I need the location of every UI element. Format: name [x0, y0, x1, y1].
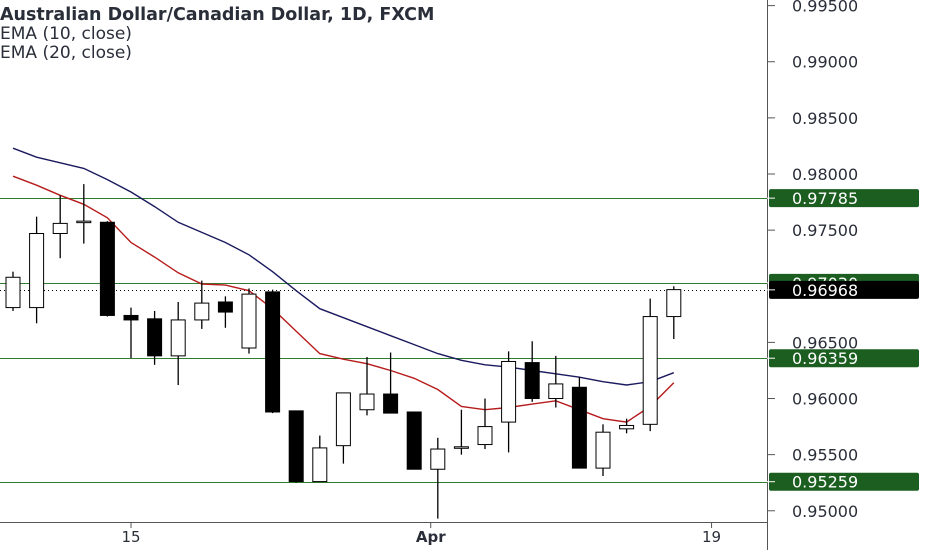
time-tick-label: 19	[702, 528, 721, 546]
candle[interactable]	[453, 409, 469, 455]
candle-body	[359, 393, 375, 411]
price-tick-label: 0.97500	[792, 221, 858, 240]
candle-body	[571, 386, 587, 469]
candle[interactable]	[595, 424, 611, 476]
price-tick-label: 0.99000	[792, 53, 858, 72]
price-tick-label: 0.98000	[792, 165, 858, 184]
current-price-label-text: 0.96968	[792, 281, 858, 300]
chart-legend: Australian Dollar/Canadian Dollar, 1D, F…	[0, 6, 434, 63]
candle[interactable]	[406, 411, 422, 470]
candle-body	[99, 221, 115, 316]
candle-body	[312, 447, 328, 483]
horizontal-levels	[0, 198, 767, 483]
level-price-label[interactable]: 0.96359	[767, 349, 919, 368]
candle[interactable]	[430, 437, 446, 519]
candle[interactable]	[666, 286, 682, 340]
ema-10-line[interactable]	[12, 175, 675, 423]
price-tick-label: 0.95500	[792, 446, 858, 465]
candle[interactable]	[335, 392, 351, 464]
level-price-label-text: 0.97785	[792, 189, 858, 208]
candle-body	[147, 318, 163, 357]
candle[interactable]	[170, 301, 186, 386]
candle[interactable]	[288, 410, 304, 483]
candle-body	[170, 319, 186, 357]
candle[interactable]	[241, 288, 257, 354]
candle-body	[123, 314, 139, 321]
candle-body	[76, 220, 92, 224]
candle-body	[430, 448, 446, 470]
candle-body	[29, 232, 45, 309]
candle[interactable]	[477, 398, 493, 450]
candle-body	[548, 383, 564, 400]
candle[interactable]	[548, 355, 564, 408]
candle[interactable]	[359, 356, 375, 416]
candle-body	[265, 291, 281, 413]
current-price-label[interactable]: 0.96968	[767, 280, 919, 300]
price-tick-label: 0.96000	[792, 390, 858, 409]
candle[interactable]	[501, 351, 517, 453]
candle[interactable]	[524, 341, 540, 402]
level-price-label-text: 0.96359	[792, 349, 858, 368]
current-price-label-bg	[769, 280, 919, 299]
candle[interactable]	[642, 298, 658, 432]
candle-body	[406, 411, 422, 470]
candle-body	[335, 392, 351, 447]
price-tick-label: 0.95000	[792, 502, 858, 521]
price-tick-label: 0.98500	[792, 109, 858, 128]
axes: 0.95000 0.95500 0.96000 0.96500 0.97500 0.980…	[0, 0, 858, 550]
candle-body	[194, 302, 210, 321]
candle-body	[642, 316, 658, 425]
candle-body	[217, 301, 233, 313]
price-tick-label: 0.96500	[792, 333, 858, 352]
ema-lines	[12, 147, 675, 423]
candle[interactable]	[194, 280, 210, 329]
candle[interactable]	[265, 289, 281, 414]
level-price-label[interactable]: 0.97785	[767, 189, 919, 208]
candle-body	[288, 410, 304, 483]
level-price-label-bg	[769, 472, 919, 491]
candle-body	[5, 276, 21, 309]
candle-body	[453, 446, 469, 449]
candle[interactable]	[52, 195, 68, 259]
level-price-label-bg	[769, 349, 919, 368]
ema-10-legend[interactable]: EMA (10, close)	[0, 24, 132, 44]
candle[interactable]	[5, 271, 21, 311]
candle[interactable]	[312, 435, 328, 483]
candles	[5, 184, 682, 519]
time-tick-label: Apr	[416, 528, 446, 546]
candle[interactable]	[29, 216, 45, 324]
candle[interactable]	[217, 296, 233, 328]
candle-body	[619, 424, 635, 430]
candle-body	[477, 426, 493, 446]
candle-body	[383, 393, 399, 414]
candle[interactable]	[147, 310, 163, 365]
price-tick-label: 0.99500	[792, 0, 858, 16]
candle-body	[241, 293, 257, 349]
candle-body	[595, 431, 611, 469]
ema-20-legend[interactable]: EMA (20, close)	[0, 43, 132, 63]
ema-20-line[interactable]	[12, 147, 675, 386]
candle[interactable]	[99, 221, 115, 317]
candle[interactable]	[571, 377, 587, 469]
symbol-title[interactable]: Australian Dollar/Canadian Dollar, 1D, F…	[0, 5, 435, 25]
candle[interactable]	[123, 307, 139, 359]
candle-body	[666, 289, 682, 318]
level-price-label-text: 0.95259	[792, 473, 858, 492]
candle[interactable]	[619, 418, 635, 434]
candle-body	[501, 360, 517, 423]
candle-body	[52, 222, 68, 234]
time-tick-label: 15	[121, 528, 140, 546]
level-price-label[interactable]: 0.95259	[767, 472, 919, 492]
candle[interactable]	[76, 184, 92, 244]
candle-body	[524, 362, 540, 400]
candle[interactable]	[383, 352, 399, 414]
level-price-label-bg	[769, 189, 919, 208]
